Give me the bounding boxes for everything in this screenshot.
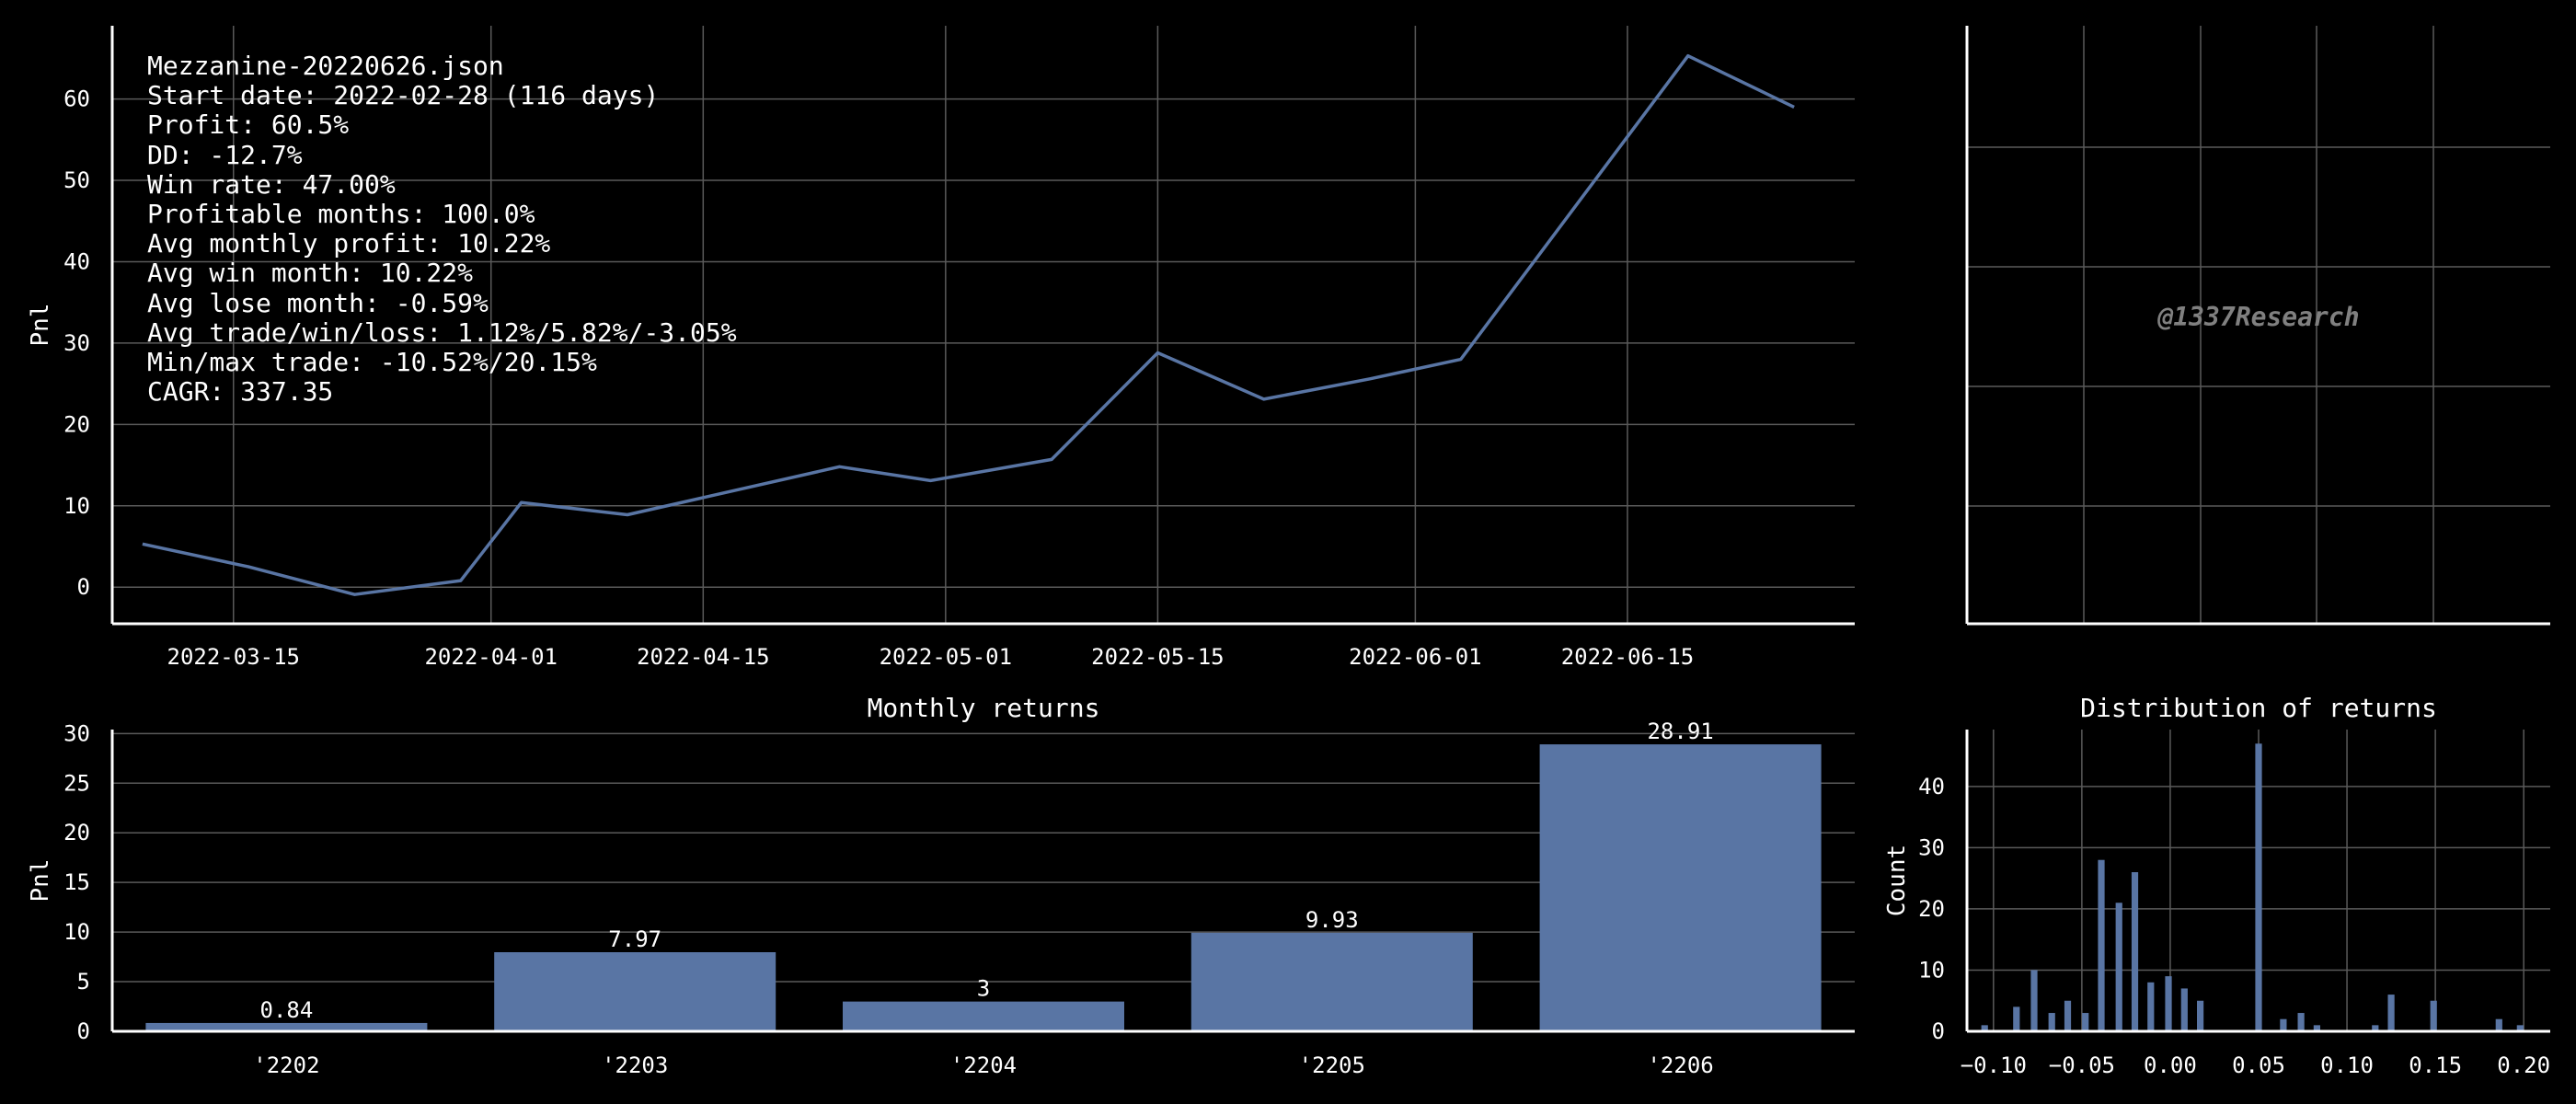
x-tick-label: 0.10 — [2320, 1052, 2374, 1078]
histogram-bar — [2115, 903, 2122, 1031]
y-tick-label: 40 — [63, 248, 90, 274]
x-tick-label: 2022-03-15 — [167, 644, 301, 670]
histogram-bar — [2147, 982, 2155, 1031]
y-tick-label: 0 — [1932, 1018, 1945, 1044]
stats-win-rate: Win rate: 47.00% — [147, 168, 396, 200]
x-tick-label: 2022-06-01 — [1349, 644, 1482, 670]
x-tick-label: 2022-05-01 — [880, 644, 1013, 670]
histogram-bar — [2372, 1025, 2379, 1031]
stats-avg-win-month: Avg win month: 10.22% — [147, 258, 474, 289]
stats-profit: Profit: 60.5% — [147, 109, 350, 141]
histogram-bar — [2180, 988, 2188, 1031]
x-tick-label: 0.15 — [2409, 1052, 2462, 1078]
x-tick-label: −0.05 — [2049, 1052, 2115, 1078]
bar-value-label: 3 — [977, 976, 990, 1002]
histogram-bar — [2030, 970, 2038, 1031]
y-tick-label: 10 — [63, 919, 90, 945]
stats-min-max-trade: Min/max trade: -10.52%/20.15% — [147, 347, 597, 378]
y-tick-label: 25 — [63, 770, 90, 796]
y-tick-label: 20 — [63, 411, 90, 437]
stats-annotation: Mezzanine-20220626.json Start date: 2022… — [147, 51, 737, 408]
y-tick-label: 40 — [1918, 774, 1945, 799]
bar-value-label: 9.93 — [1305, 907, 1359, 933]
monthly-return-bar — [145, 1022, 428, 1031]
y-tick-label: 20 — [63, 820, 90, 845]
histogram-bar — [2048, 1013, 2055, 1031]
y-tick-label: 30 — [63, 330, 90, 356]
y-tick-label: 10 — [63, 493, 90, 519]
y-tick-label: 30 — [1918, 834, 1945, 860]
x-tick-label: '2204 — [950, 1052, 1017, 1078]
monthly-return-bar — [1539, 744, 1822, 1031]
monthly-return-bar — [1190, 932, 1473, 1031]
stats-filename: Mezzanine-20220626.json — [147, 51, 504, 81]
y-tick-label: 60 — [63, 86, 90, 112]
stats-drawdown: DD: -12.7% — [147, 139, 303, 170]
bar-value-label: 7.97 — [608, 926, 661, 952]
histogram-bar — [2387, 995, 2395, 1031]
x-tick-label: 2022-05-15 — [1091, 644, 1225, 670]
x-tick-label: 2022-04-01 — [424, 644, 558, 670]
histogram-bar — [2098, 859, 2105, 1031]
histogram-bar — [2131, 872, 2139, 1031]
histogram-bar — [2255, 743, 2262, 1031]
histogram-bar — [2082, 1013, 2089, 1031]
stats-profitable-months: Profitable months: 100.0% — [147, 199, 535, 230]
monthly-return-bar — [843, 1001, 1124, 1031]
y-tick-label: 15 — [63, 869, 90, 895]
histogram-bar — [2430, 1000, 2437, 1031]
histogram-bar — [2064, 1000, 2072, 1031]
x-tick-label: '2206 — [1647, 1052, 1713, 1078]
bar-value-label: 0.84 — [260, 997, 314, 1023]
chart-title: Distribution of returns — [2080, 693, 2437, 723]
y-tick-label: 30 — [63, 720, 90, 746]
y-tick-label: 10 — [1918, 957, 1945, 983]
y-tick-label: 0 — [77, 1018, 90, 1044]
x-tick-label: 0.20 — [2497, 1052, 2550, 1078]
monthly-return-bar — [494, 952, 776, 1031]
x-tick-label: '2203 — [602, 1052, 668, 1078]
x-tick-label: 0.05 — [2232, 1052, 2285, 1078]
histogram-bar — [2196, 1000, 2204, 1031]
x-tick-label: 2022-04-15 — [637, 644, 770, 670]
histogram-bar — [2495, 1018, 2502, 1031]
histogram-bar — [2297, 1013, 2305, 1031]
histogram-bar — [2313, 1025, 2321, 1031]
histogram-bar — [2165, 976, 2172, 1031]
x-tick-label: −0.10 — [1961, 1052, 2027, 1078]
stats-cagr: CAGR: 337.35 — [147, 376, 334, 408]
stats-avg-lose-month: Avg lose month: -0.59% — [147, 287, 489, 318]
histogram-bar — [2516, 1025, 2524, 1031]
y-tick-label: 5 — [77, 969, 90, 995]
x-tick-label: 0.00 — [2144, 1052, 2197, 1078]
chart-title: Monthly returns — [868, 693, 1100, 723]
stats-start-date: Start date: 2022-02-28 (116 days) — [147, 80, 660, 111]
stats-avg-monthly-profit: Avg monthly profit: 10.22% — [147, 228, 551, 259]
y-tick-label: 20 — [1918, 896, 1945, 922]
y-axis-label: Pnl — [27, 859, 54, 903]
histogram-bar — [1981, 1025, 1988, 1031]
y-tick-label: 50 — [63, 167, 90, 193]
stats-avg-trade: Avg trade/win/loss: 1.12%/5.82%/-3.05% — [147, 316, 737, 348]
bar-value-label: 28.91 — [1647, 719, 1713, 744]
x-tick-label: '2205 — [1299, 1052, 1365, 1078]
y-axis-label: Count — [1883, 845, 1911, 916]
histogram-bar — [2280, 1018, 2287, 1031]
histogram-bar — [2013, 1006, 2020, 1031]
watermark: @1337Research — [2156, 302, 2359, 332]
y-axis-label: Pnl — [27, 304, 54, 347]
x-tick-label: 2022-06-15 — [1561, 644, 1695, 670]
x-tick-label: '2202 — [253, 1052, 319, 1078]
y-tick-label: 0 — [77, 574, 90, 600]
